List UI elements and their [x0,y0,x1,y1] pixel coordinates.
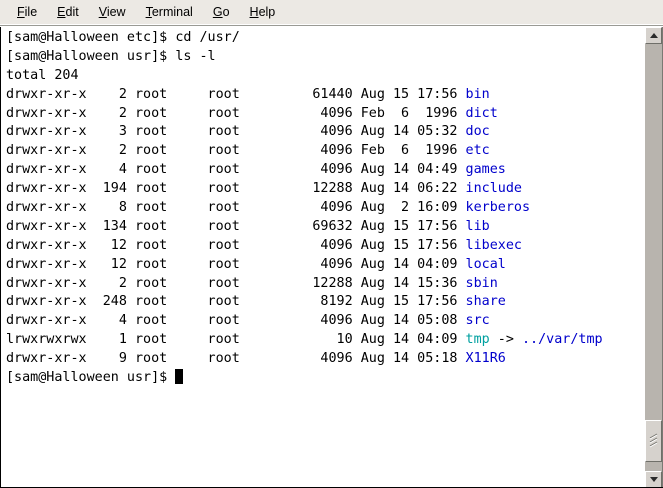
listing-metadata: drwxr-xr-x 4 root root 4096 Aug 14 05:08 [6,313,466,329]
text-cursor [175,369,184,385]
listing-row: drwxr-xr-x 12 root root 4096 Aug 15 17:5… [6,237,644,256]
menu-item-view[interactable]: View [90,3,135,22]
listing-row: drwxr-xr-x 2 root root 61440 Aug 15 17:5… [6,86,644,105]
shell-command: cd /usr/ [175,30,240,45]
scroll-up-button[interactable] [645,27,662,44]
listing-row: drwxr-xr-x 3 root root 4096 Aug 14 05:32… [6,123,644,142]
menu-item-help[interactable]: Help [241,3,285,22]
listing-row: drwxr-xr-x 2 root root 4096 Feb 6 1996 e… [6,142,644,161]
shell-command: ls -l [175,48,216,64]
listing-name-directory: doc [465,124,490,140]
listing-metadata: drwxr-xr-x 9 root root 4096 Aug 14 05:18 [6,351,466,367]
listing-row: lrwxrwxrwx 1 root root 10 Aug 14 04:09 t… [6,331,644,350]
scroll-down-arrow-icon [649,477,658,482]
listing-name-directory: X11R6 [465,351,506,367]
menu-label-rest: dit [65,5,79,19]
menu-label-rest: o [222,5,230,19]
vertical-scrollbar[interactable] [644,27,663,488]
listing-name-directory: sbin [465,275,498,291]
terminal-line-command: [sam@Halloween etc]$ cd /usr/ [6,29,644,48]
listing-name-directory: bin [465,86,490,102]
menu-label-rest: elp [258,5,276,19]
listing-metadata: drwxr-xr-x 194 root root 12288 Aug 14 06… [6,181,466,197]
scroll-down-button[interactable] [645,471,662,488]
shell-prompt: [sam@Halloween usr]$ [6,370,176,386]
listing-row: drwxr-xr-x 4 root root 4096 Aug 14 04:49… [6,161,644,180]
menu-mnemonic: F [17,5,25,19]
listing-name-directory: lib [465,218,490,234]
symlink-arrow: -> [489,332,522,348]
listing-metadata: drwxr-xr-x 2 root root 61440 Aug 15 17:5… [6,86,466,102]
listing-name-symlink: tmp [465,332,490,348]
listing-metadata: drwxr-xr-x 248 root root 8192 Aug 15 17:… [6,294,466,310]
listing-name-directory: games [465,162,506,178]
listing-row: drwxr-xr-x 194 root root 12288 Aug 14 06… [6,180,644,199]
listing-metadata: drwxr-xr-x 134 root root 69632 Aug 15 17… [6,218,466,234]
menu-label-rest: ile [24,5,38,19]
menu-mnemonic: E [57,5,66,19]
terminal-line-prompt-active: [sam@Halloween usr]$ [6,369,644,388]
listing-row: drwxr-xr-x 2 root root 12288 Aug 14 15:3… [6,275,644,294]
listing-row: drwxr-xr-x 9 root root 4096 Aug 14 05:18… [6,350,644,369]
terminal-text: [sam@Halloween etc]$ cd /usr/[sam@Hallow… [6,29,644,487]
menu-label-rest: iew [106,5,126,19]
listing-metadata: drwxr-xr-x 2 root root 4096 Feb 6 1996 [6,105,466,121]
scrollbar-thumb[interactable] [645,419,662,463]
listing-name-directory: kerberos [465,200,531,216]
listing-metadata: drwxr-xr-x 2 root root 12288 Aug 14 15:3… [6,275,466,291]
terminal-line-command: [sam@Halloween usr]$ ls -l [6,48,644,67]
listing-name-directory: src [465,313,490,329]
scrollbar-track[interactable] [645,44,662,471]
listing-metadata: lrwxrwxrwx 1 root root 10 Aug 14 04:09 [6,332,466,348]
listing-name-directory: local [465,256,506,272]
shell-prompt: [sam@Halloween usr]$ [6,48,176,64]
menu-mnemonic: H [249,5,259,19]
menu-item-edit[interactable]: Edit [48,3,88,22]
listing-metadata: drwxr-xr-x 3 root root 4096 Aug 14 05:32 [6,124,466,140]
menu-item-go[interactable]: Go [204,3,239,22]
menu-mnemonic: T [145,5,152,19]
terminal-body-area: [sam@Halloween etc]$ cd /usr/[sam@Hallow… [0,26,663,488]
listing-metadata: drwxr-xr-x 12 root root 4096 Aug 15 17:5… [6,237,466,253]
menu-label-rest: erminal [151,5,193,19]
listing-row: drwxr-xr-x 248 root root 8192 Aug 15 17:… [6,293,644,312]
listing-name-directory: share [465,294,506,310]
terminal-line-total: total 204 [6,67,644,86]
terminal-screen[interactable]: [sam@Halloween etc]$ cd /usr/[sam@Hallow… [0,27,644,488]
listing-metadata: drwxr-xr-x 12 root root 4096 Aug 14 04:0… [6,256,466,272]
listing-row: drwxr-xr-x 134 root root 69632 Aug 15 17… [6,218,644,237]
symlink-target: ../var/tmp [521,332,603,348]
menu-item-file[interactable]: File [8,3,46,22]
listing-name-directory: libexec [465,237,522,253]
listing-row: drwxr-xr-x 8 root root 4096 Aug 2 16:09 … [6,199,644,218]
listing-metadata: drwxr-xr-x 2 root root 4096 Feb 6 1996 [6,143,466,159]
shell-prompt: [sam@Halloween etc]$ [6,30,176,45]
listing-row: drwxr-xr-x 4 root root 4096 Aug 14 05:08… [6,312,644,331]
menu-mnemonic: G [212,5,223,19]
listing-row: drwxr-xr-x 12 root root 4096 Aug 14 04:0… [6,256,644,275]
listing-name-directory: include [465,181,522,197]
listing-total: total 204 [6,67,79,83]
scroll-up-arrow-icon [649,33,658,38]
listing-name-directory: etc [465,143,490,159]
listing-metadata: drwxr-xr-x 8 root root 4096 Aug 2 16:09 [6,200,466,216]
listing-name-directory: dict [465,105,498,121]
scrollbar-grip-icon [649,433,658,448]
listing-row: drwxr-xr-x 2 root root 4096 Feb 6 1996 d… [6,105,644,124]
menu-mnemonic: V [98,5,107,19]
listing-metadata: drwxr-xr-x 4 root root 4096 Aug 14 04:49 [6,162,466,178]
menu-bar: File Edit View Terminal Go Help [0,0,663,26]
menu-item-terminal[interactable]: Terminal [137,3,202,22]
